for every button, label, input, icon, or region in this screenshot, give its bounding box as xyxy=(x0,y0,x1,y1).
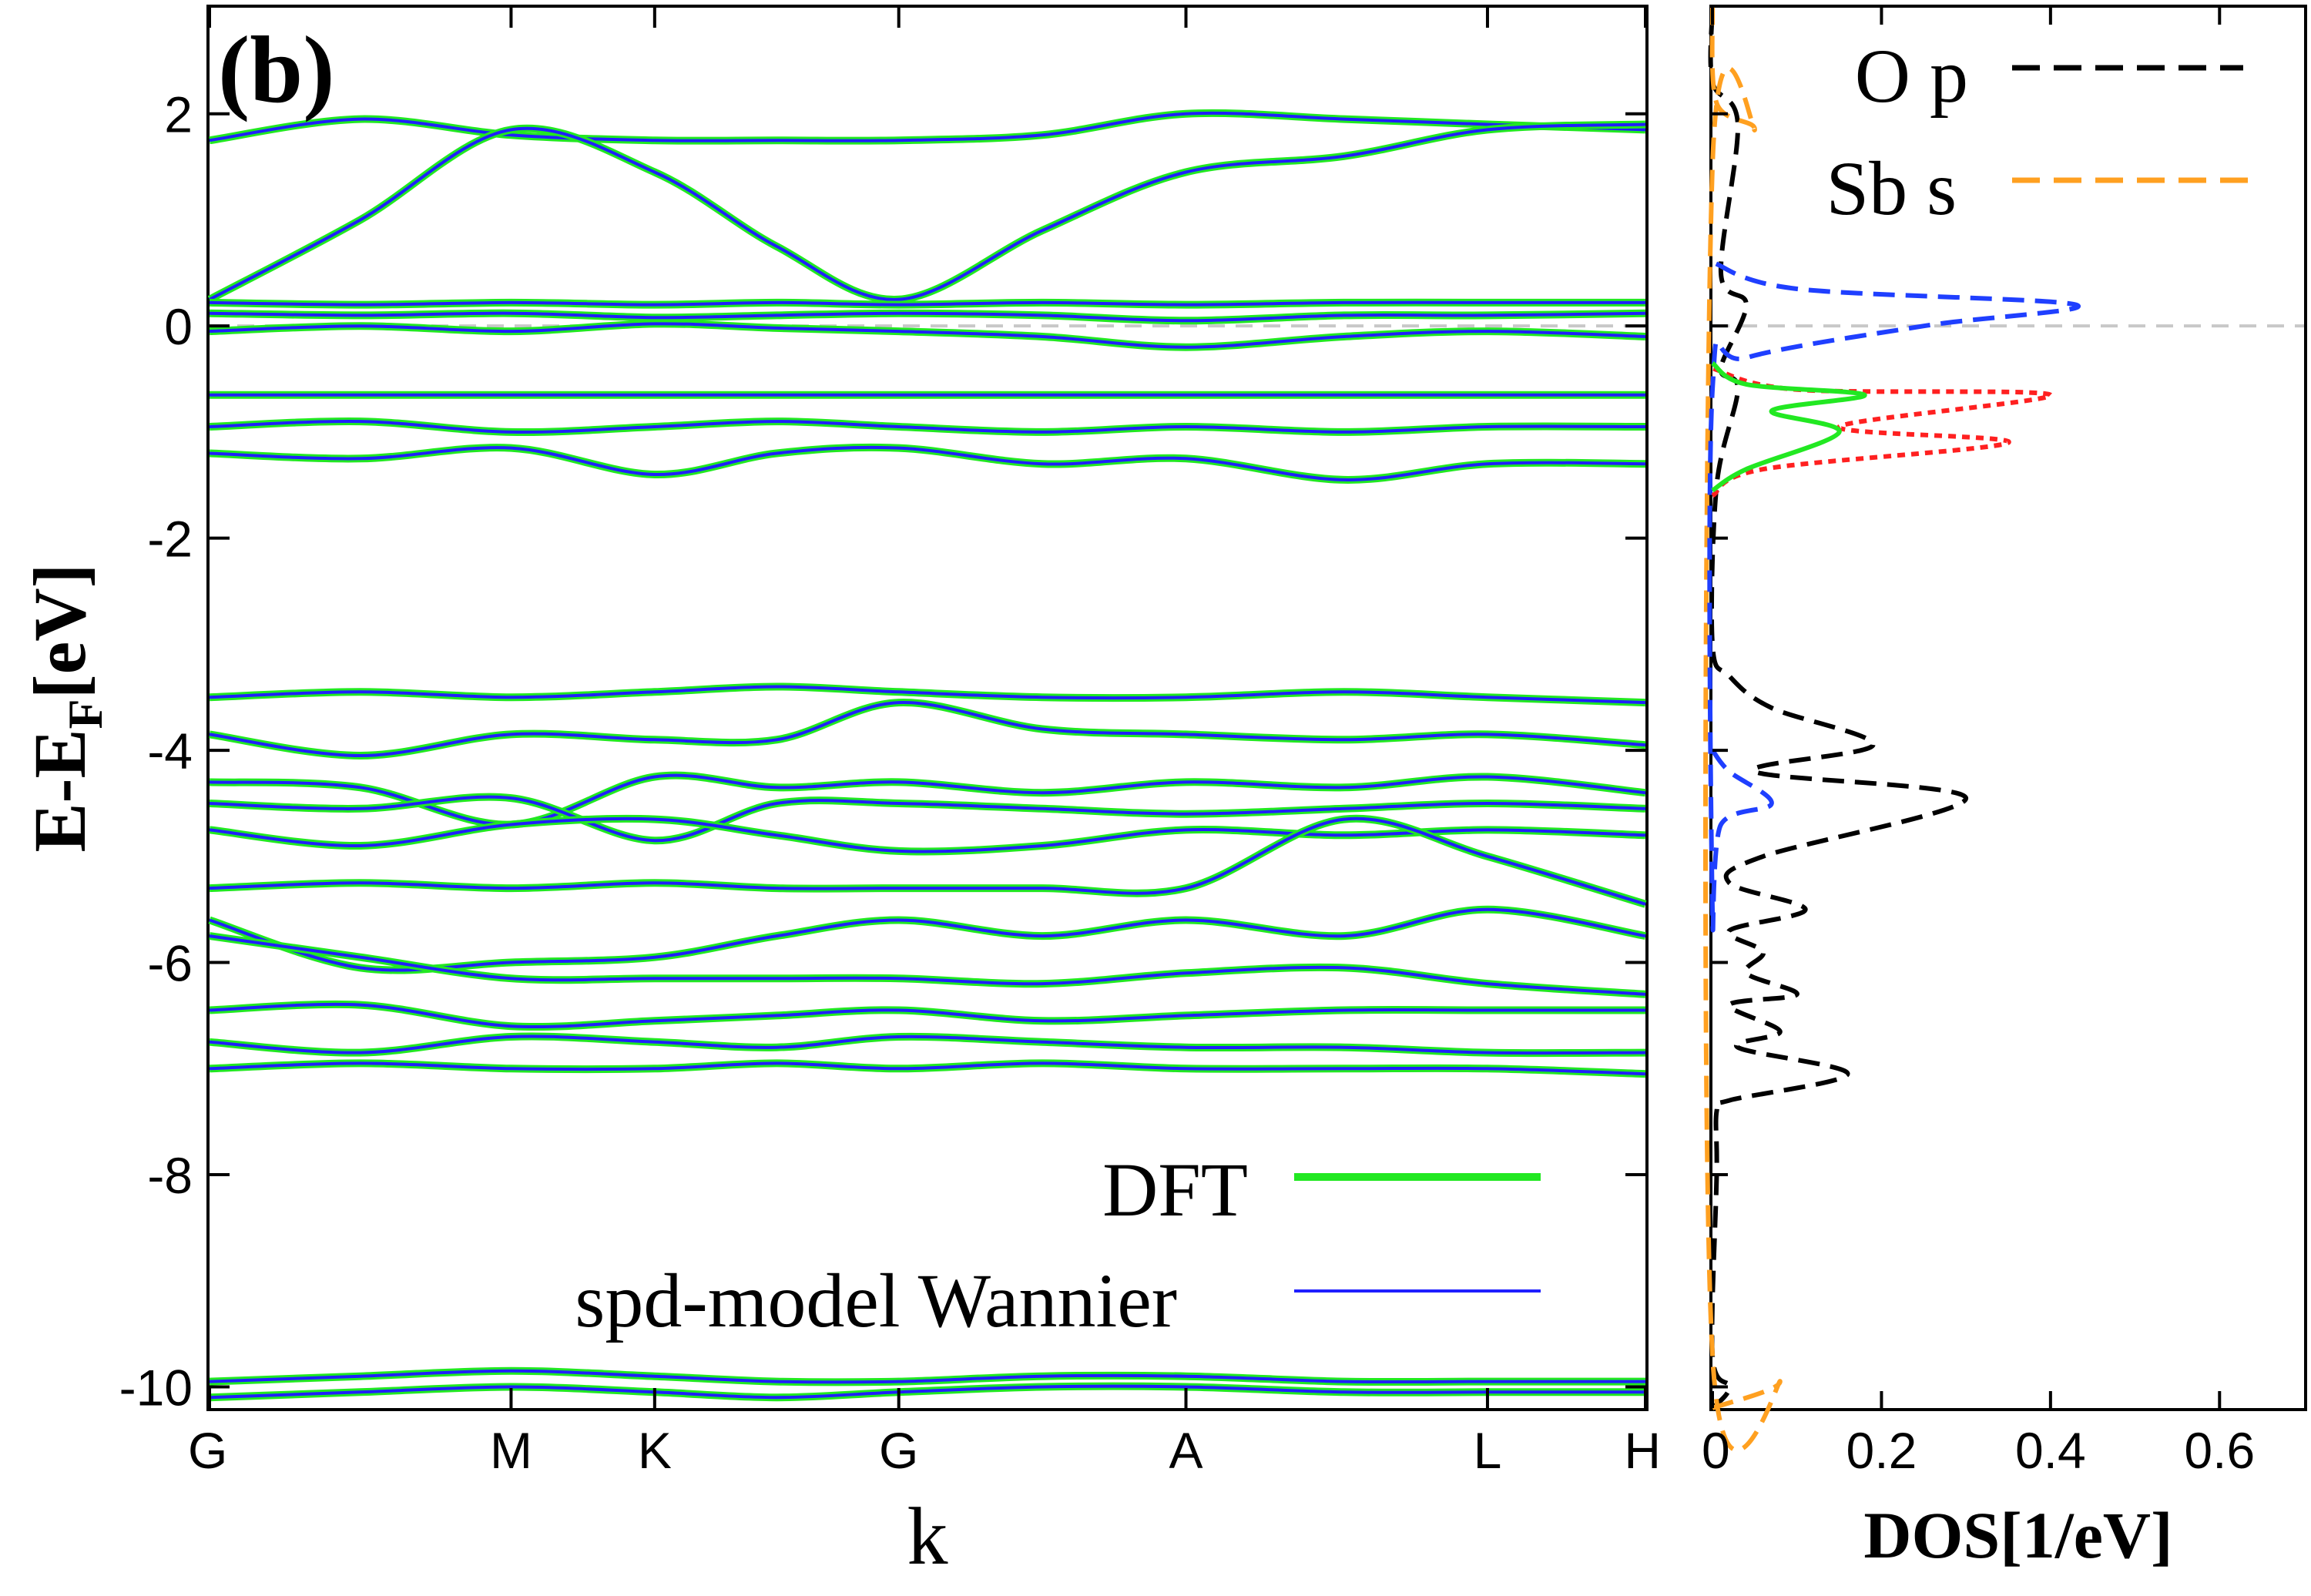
dos-y-ticks xyxy=(1712,112,1728,1389)
k-point-label: H xyxy=(1624,1422,1661,1479)
y-axis-label: E-EF[eV] xyxy=(18,564,112,853)
x-axis-label: k xyxy=(907,1491,948,1581)
wannier-band-19 xyxy=(209,1369,1645,1384)
dos-x-tick-label: 0 xyxy=(1702,1422,1730,1479)
dos-x-tick-label: 0.4 xyxy=(2015,1422,2086,1479)
k-point-label: K xyxy=(638,1422,672,1479)
wannier-band-16 xyxy=(209,1002,1645,1029)
y-tick-label: 0 xyxy=(164,298,193,355)
wannier-band-15 xyxy=(209,934,1646,996)
wannier-band-11 xyxy=(209,795,1646,843)
dos-panel: 0 0.2 0.4 0.6 DOS[1/eV] O p Sb s xyxy=(1702,5,2307,1572)
k-point-label: L xyxy=(1474,1422,1502,1479)
wannier-band-4 xyxy=(209,322,1646,349)
legend-label-wannier: spd-model Wannier xyxy=(575,1258,1177,1343)
y-tick-label: -6 xyxy=(147,935,193,992)
y-tick-label: -2 xyxy=(147,511,193,568)
y-axis-label-main: E-E xyxy=(18,729,101,852)
k-point-label: A xyxy=(1169,1422,1203,1479)
dos-legend: O p Sb s xyxy=(1826,33,2253,231)
wannier-band-13 xyxy=(209,816,1646,906)
y-tick-label: -4 xyxy=(147,723,193,780)
wannier-band-1 xyxy=(209,122,1646,301)
wannier-band-3 xyxy=(209,311,1646,323)
dos-legend-label-sbs: Sb s xyxy=(1826,146,1957,231)
k-point-label: G xyxy=(879,1422,918,1479)
k-point-label: G xyxy=(188,1422,227,1479)
wannier-band-0 xyxy=(209,111,1646,142)
dft-band-1 xyxy=(207,120,1646,303)
y-tick-label: 2 xyxy=(164,86,193,143)
dos-legend-label-op: O p xyxy=(1855,33,1968,119)
wannier-band-6 xyxy=(209,419,1646,434)
wannier-band-7 xyxy=(209,445,1646,481)
dos-curve-green-solid xyxy=(1711,360,1867,493)
dos-x-axis-label: DOS[1/eV] xyxy=(1863,1498,2172,1572)
dos-x-tick-label: 0.6 xyxy=(2184,1422,2255,1479)
band-curves xyxy=(207,109,1647,1402)
dos-curve-blue-dashed xyxy=(1707,260,2081,933)
legend-label-dft: DFT xyxy=(1102,1147,1248,1232)
dos-x-ticks: 0 0.2 0.4 0.6 xyxy=(1702,8,2255,1479)
dft-band-15 xyxy=(209,932,1646,998)
k-point-label: M xyxy=(490,1422,532,1479)
wannier-band-20 xyxy=(209,1384,1645,1400)
y-axis-label-tail: [eV] xyxy=(18,564,101,699)
band-panel: 2 0 -2 -4 -6 -8 -10 G M K G A L H (b) k E-EF[eV] DFT… xyxy=(18,5,1661,1581)
dft-band-16 xyxy=(209,1000,1645,1031)
wannier-band-18 xyxy=(209,1061,1646,1076)
y-axis-label-sub: F xyxy=(58,699,112,729)
svg-text:E-EF[eV]: E-EF[eV] xyxy=(18,564,112,853)
band-panel-frame xyxy=(206,5,1649,1411)
panel-label: (b) xyxy=(218,17,335,122)
wannier-band-14 xyxy=(209,907,1646,972)
dos-x-tick-label: 0.2 xyxy=(1846,1422,1917,1479)
y-ticks: 2 0 -2 -4 -6 -8 -10 xyxy=(119,86,1645,1416)
dos-curve-sb-s xyxy=(1702,7,1783,1453)
y-tick-label: -8 xyxy=(147,1147,193,1204)
wannier-band-9 xyxy=(209,701,1646,758)
dos-panel-frame xyxy=(1709,5,2307,1411)
wannier-band-10 xyxy=(209,773,1646,826)
wannier-band-12 xyxy=(209,816,1646,853)
wannier-band-2 xyxy=(209,300,1645,307)
band-legend: DFT spd-model Wannier xyxy=(575,1147,1541,1343)
wannier-band-17 xyxy=(209,1034,1646,1055)
wannier-band-8 xyxy=(209,685,1646,705)
dos-curves xyxy=(1702,7,2081,1453)
y-tick-label: -10 xyxy=(119,1359,193,1416)
